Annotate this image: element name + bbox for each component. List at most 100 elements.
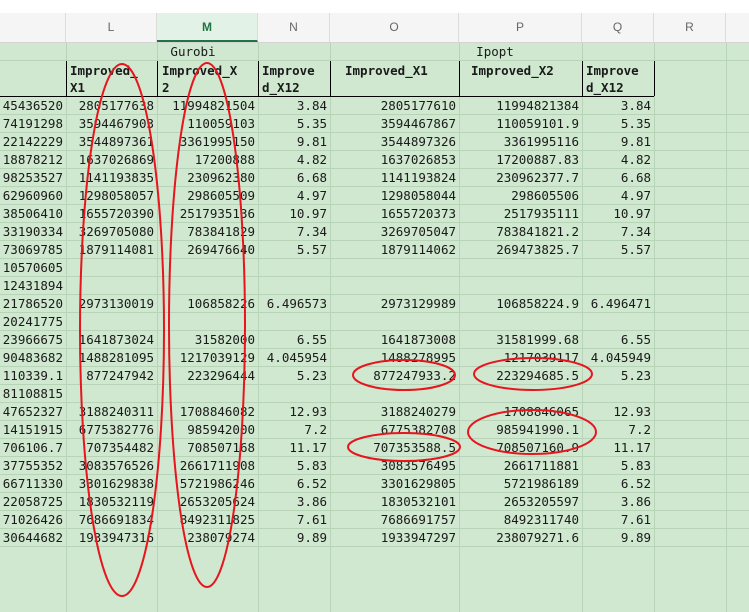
table-cell-m[interactable] <box>157 385 258 403</box>
table-cell-n[interactable]: 7.34 <box>296 224 327 239</box>
table-cell-p[interactable]: 31581999.68 <box>496 332 579 347</box>
column-header-k[interactable] <box>0 13 66 42</box>
table-cell-l[interactable]: 1933947316 <box>78 530 154 545</box>
table-cell-o[interactable]: 1933947297 <box>380 530 456 545</box>
table-cell-m[interactable]: 8492311825 <box>179 512 255 527</box>
table-cell-q[interactable] <box>582 277 654 295</box>
table-cell-m[interactable]: 11994821504 <box>172 98 255 113</box>
column-header-p[interactable]: P <box>459 13 582 42</box>
table-cell-o[interactable] <box>330 385 459 403</box>
table-cell-l[interactable]: 2973130019 <box>78 296 154 311</box>
table-cell-k[interactable]: 22058725 <box>2 494 63 509</box>
table-cell-k[interactable]: 18878212 <box>2 152 63 167</box>
table-cell-m[interactable]: 1708846082 <box>179 404 255 419</box>
header-ipopt-improved-x12[interactable]: Improve d_X12 <box>586 63 639 95</box>
column-header-n[interactable]: N <box>258 13 330 42</box>
table-cell-l[interactable] <box>66 313 157 331</box>
table-cell-o[interactable]: 2805177610 <box>380 98 456 113</box>
table-cell-l[interactable] <box>66 277 157 295</box>
table-cell-m[interactable]: 223296444 <box>187 368 255 383</box>
table-cell-o[interactable] <box>330 259 459 277</box>
table-cell-k[interactable]: 23966675 <box>2 332 63 347</box>
column-header-l[interactable]: L <box>66 13 157 42</box>
table-cell-k[interactable]: 74191298 <box>2 116 63 131</box>
table-cell-p[interactable]: 11994821384 <box>496 98 579 113</box>
table-cell-l[interactable]: 1141193835 <box>78 170 154 185</box>
table-cell-o[interactable]: 6775382708 <box>380 422 456 437</box>
table-cell-m[interactable]: 106858226 <box>187 296 255 311</box>
table-cell-o[interactable]: 2973129989 <box>380 296 456 311</box>
table-cell-k[interactable]: 37755352 <box>2 458 63 473</box>
table-cell-k[interactable]: 71026426 <box>2 512 63 527</box>
table-cell-m[interactable]: 31582000 <box>194 332 255 347</box>
table-cell-n[interactable]: 5.83 <box>296 458 327 473</box>
table-cell-n[interactable] <box>258 277 330 295</box>
table-cell-m[interactable] <box>157 313 258 331</box>
table-cell-p[interactable]: 783841821.2 <box>496 224 579 239</box>
table-cell-o[interactable]: 3083576495 <box>380 458 456 473</box>
table-cell-q[interactable]: 7.34 <box>620 224 651 239</box>
table-cell-m[interactable]: 110059103 <box>187 116 255 131</box>
table-cell-l[interactable]: 1488281095 <box>78 350 154 365</box>
table-cell-l[interactable]: 3269705080 <box>78 224 154 239</box>
table-cell-p[interactable]: 3361995116 <box>503 134 579 149</box>
table-cell-o[interactable] <box>330 277 459 295</box>
table-cell-n[interactable]: 6.52 <box>296 476 327 491</box>
table-cell-p[interactable] <box>459 277 582 295</box>
table-cell-q[interactable]: 3.86 <box>620 494 651 509</box>
table-cell-p[interactable]: 238079271.6 <box>496 530 579 545</box>
table-cell-q[interactable]: 4.045949 <box>590 350 651 365</box>
column-header-r[interactable]: R <box>654 13 726 42</box>
table-cell-n[interactable]: 3.84 <box>296 98 327 113</box>
table-cell-p[interactable]: 106858224.9 <box>496 296 579 311</box>
table-cell-n[interactable]: 9.81 <box>296 134 327 149</box>
table-cell-p[interactable]: 1708846065 <box>503 404 579 419</box>
table-cell-p[interactable]: 985941990.1 <box>496 422 579 437</box>
table-cell-l[interactable]: 3083576526 <box>78 458 154 473</box>
table-cell-l[interactable] <box>66 259 157 277</box>
table-cell-m[interactable]: 238079274 <box>187 530 255 545</box>
table-cell-n[interactable]: 10.97 <box>289 206 327 221</box>
table-cell-o[interactable]: 3301629805 <box>380 476 456 491</box>
table-cell-o[interactable]: 1141193824 <box>380 170 456 185</box>
table-cell-o[interactable]: 1488278995 <box>380 350 456 365</box>
table-cell-l[interactable]: 3594467903 <box>78 116 154 131</box>
column-header-m[interactable]: M <box>157 13 258 42</box>
table-cell-o[interactable]: 1298058044 <box>380 188 456 203</box>
table-cell-q[interactable]: 5.57 <box>620 242 651 257</box>
table-cell-q[interactable]: 9.89 <box>620 530 651 545</box>
table-cell-m[interactable]: 5721986246 <box>179 476 255 491</box>
table-cell-k[interactable]: 90483682 <box>2 350 63 365</box>
table-cell-o[interactable]: 1637026853 <box>380 152 456 167</box>
table-cell-m[interactable]: 708507168 <box>187 440 255 455</box>
table-cell-q[interactable]: 4.97 <box>620 188 651 203</box>
table-cell-q[interactable]: 6.68 <box>620 170 651 185</box>
table-cell-q[interactable]: 5.35 <box>620 116 651 131</box>
table-cell-o[interactable] <box>330 313 459 331</box>
table-cell-q[interactable]: 5.83 <box>620 458 651 473</box>
table-cell-q[interactable] <box>582 259 654 277</box>
table-cell-k[interactable]: 33190334 <box>2 224 63 239</box>
table-cell-l[interactable]: 1641873024 <box>78 332 154 347</box>
table-cell-q[interactable]: 6.52 <box>620 476 651 491</box>
spreadsheet-grid[interactable]: Gurobi Ipopt Improved_ X1 Improved_X 2 I… <box>0 43 749 612</box>
table-cell-n[interactable]: 7.61 <box>296 512 327 527</box>
table-cell-n[interactable]: 3.86 <box>296 494 327 509</box>
table-cell-m[interactable]: 2653205624 <box>179 494 255 509</box>
table-cell-o[interactable]: 3188240279 <box>380 404 456 419</box>
table-cell-k[interactable]: 47652327 <box>2 404 63 419</box>
table-cell-q[interactable] <box>582 313 654 331</box>
table-cell-p[interactable]: 8492311740 <box>503 512 579 527</box>
table-cell-n[interactable]: 4.045954 <box>266 350 327 365</box>
table-cell-n[interactable]: 6.68 <box>296 170 327 185</box>
table-cell-q[interactable] <box>582 385 654 403</box>
table-cell-k[interactable]: 12431894 <box>2 278 63 293</box>
table-cell-p[interactable]: 298605506 <box>511 188 579 203</box>
column-header-q[interactable]: Q <box>582 13 654 42</box>
table-cell-p[interactable] <box>459 259 582 277</box>
table-cell-k[interactable]: 14151915 <box>2 422 63 437</box>
table-cell-o[interactable]: 1830532101 <box>380 494 456 509</box>
table-cell-l[interactable] <box>66 385 157 403</box>
table-cell-l[interactable]: 1879114081 <box>78 242 154 257</box>
table-cell-k[interactable]: 706106.7 <box>2 440 63 455</box>
